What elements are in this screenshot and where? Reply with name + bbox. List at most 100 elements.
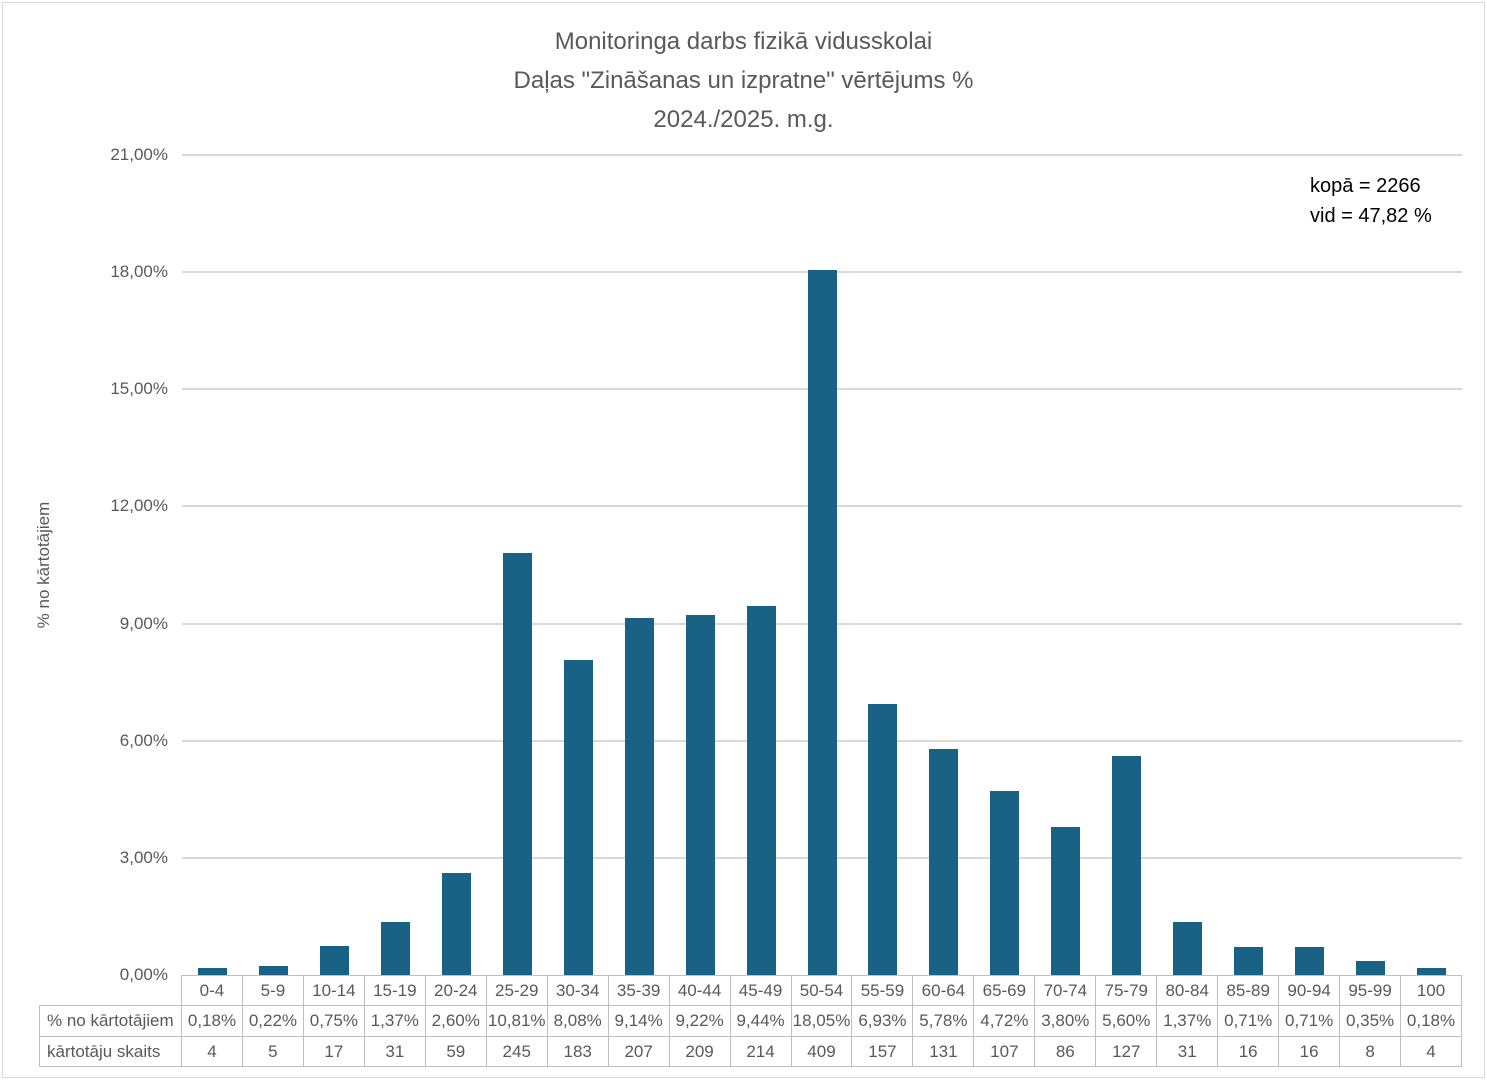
chart-title-line1: Monitoringa darbs fizikā vidusskolai	[554, 28, 933, 55]
table-category-cell: 50-54	[791, 975, 853, 1006]
table-percent-cell: 0,22%	[242, 1006, 304, 1037]
y-tick-label: 15,00%	[110, 379, 168, 399]
table-category-cell: 70-74	[1035, 975, 1097, 1006]
table-count-cell: 8	[1340, 1037, 1402, 1067]
bar-0-4	[197, 967, 227, 975]
bar-65-69	[990, 790, 1020, 975]
table-count-cell: 16	[1279, 1037, 1341, 1067]
bar-85-89	[1234, 947, 1264, 975]
data-table: 0-4 5-9 10-14 15-19 20-24 25-29 30-34 35-39 40-4…	[39, 975, 1462, 1067]
table-category-cell: 25-29	[486, 975, 548, 1006]
y-tick-label: 0,00%	[119, 965, 168, 984]
table-percent-cell: 5,60%	[1096, 1006, 1158, 1037]
y-tick-label: 18,00%	[110, 262, 168, 282]
table-percent-row-label: % no kārtotājiem	[39, 1006, 182, 1037]
table-category-cell: 30-34	[547, 975, 609, 1006]
bar-40-44	[685, 614, 715, 975]
table-category-cell: 95-99	[1340, 975, 1402, 1006]
bar-25-29	[502, 552, 532, 975]
table-count-cell: 31	[1157, 1037, 1219, 1067]
bar-35-39	[624, 618, 654, 975]
table-percent-cell: 6,93%	[852, 1006, 914, 1037]
y-tick-label: 3,00%	[119, 847, 168, 867]
bar-55-59	[868, 704, 898, 975]
table-count-cell: 245	[486, 1037, 548, 1067]
table-count-cell: 209	[669, 1037, 731, 1067]
table-category-cell: 100	[1401, 975, 1462, 1006]
table-percent-cell: 10,81%	[486, 1006, 548, 1037]
table-category-cell: 20-24	[425, 975, 487, 1006]
table-category-cell: 60-64	[913, 975, 975, 1006]
table-count-cell: 16	[1218, 1037, 1280, 1067]
table-count-cell: 17	[303, 1037, 365, 1067]
table-percent-cell: 0,75%	[303, 1006, 365, 1037]
y-tick-label: 9,00%	[119, 613, 168, 633]
table-percent-cell: 3,80%	[1035, 1006, 1097, 1037]
table-percent-cell: 0,71%	[1218, 1006, 1280, 1037]
table-percent-cell: 8,08%	[547, 1006, 609, 1037]
table-percent-cell: 1,37%	[1157, 1006, 1219, 1037]
table-count-cell: 4	[182, 1037, 243, 1067]
y-axis: 0,00% 3,00% 6,00% 9,00% 12,00% 15,00% 18,00% 21…	[0, 145, 168, 984]
table-percent-cell: 0,18%	[1401, 1006, 1462, 1037]
table-count-row-label: kārtotāju skaits	[39, 1037, 182, 1067]
table-count-cell: 214	[730, 1037, 792, 1067]
table-count-cell: 157	[852, 1037, 914, 1067]
table-category-cell: 80-84	[1157, 975, 1219, 1006]
bar-75-79	[1112, 756, 1142, 975]
table-percent-cell: 9,22%	[669, 1006, 731, 1037]
gridline	[182, 154, 1462, 156]
table-category-cell: 40-44	[669, 975, 731, 1006]
chart-title-line2: Daļas "Zināšanas un izpratne" vērtējums …	[513, 67, 974, 94]
table-percent-cell: 9,44%	[730, 1006, 792, 1037]
table-percent-cell: 4,72%	[974, 1006, 1036, 1037]
table-count-cell: 5	[242, 1037, 304, 1067]
plot-area	[182, 154, 1462, 975]
table-count-cell: 86	[1035, 1037, 1097, 1067]
y-tick-label: 6,00%	[119, 730, 168, 750]
chart-title: Monitoringa darbs fizikā vidusskolai Daļ…	[0, 22, 1487, 139]
table-percent-cell: 0,18%	[182, 1006, 243, 1037]
bar-45-49	[746, 606, 776, 975]
bar-5-9	[258, 966, 288, 975]
table-percent-cell: 0,35%	[1340, 1006, 1402, 1037]
table-count-cell: 107	[974, 1037, 1036, 1067]
bar-95-99	[1356, 961, 1386, 975]
table-percent-cell: 5,78%	[913, 1006, 975, 1037]
table-category-cell: 85-89	[1218, 975, 1280, 1006]
table-category-cell: 45-49	[730, 975, 792, 1006]
table-count-cell: 59	[425, 1037, 487, 1067]
y-tick-label: 21,00%	[110, 145, 168, 164]
bar-15-19	[380, 921, 410, 975]
table-count-cell: 127	[1096, 1037, 1158, 1067]
table-category-cell: 0-4	[182, 975, 243, 1006]
table-percent-cell: 1,37%	[364, 1006, 426, 1037]
table-count-cell: 183	[547, 1037, 609, 1067]
chart-title-line3: 2024./2025. m.g.	[653, 106, 834, 133]
table-count-cell: 131	[913, 1037, 975, 1067]
bar-70-74	[1051, 826, 1081, 975]
bar-30-34	[563, 659, 593, 975]
bar-10-14	[319, 945, 349, 975]
bar-100	[1417, 967, 1447, 975]
table-percent-cell: 2,60%	[425, 1006, 487, 1037]
table-count-cell: 409	[791, 1037, 853, 1067]
table-count-cell: 4	[1401, 1037, 1462, 1067]
bar-80-84	[1173, 921, 1203, 975]
table-count-cell: 31	[364, 1037, 426, 1067]
table-category-cell: 65-69	[974, 975, 1036, 1006]
table-category-cell: 90-94	[1279, 975, 1341, 1006]
table-category-cell: 75-79	[1096, 975, 1158, 1006]
table-category-cell: 55-59	[852, 975, 914, 1006]
total-label: kopā = 2266	[1310, 175, 1421, 197]
table-corner-cell	[39, 975, 182, 1006]
table-percent-cell: 9,14%	[608, 1006, 670, 1037]
average-label: vid = 47,82 %	[1310, 205, 1432, 227]
table-percent-cell: 0,71%	[1279, 1006, 1341, 1037]
bar-50-54	[807, 270, 837, 975]
table-category-cell: 10-14	[303, 975, 365, 1006]
y-tick-label: 12,00%	[110, 496, 168, 516]
table-percent-cell: 18,05%	[791, 1006, 853, 1037]
table-category-cell: 15-19	[364, 975, 426, 1006]
